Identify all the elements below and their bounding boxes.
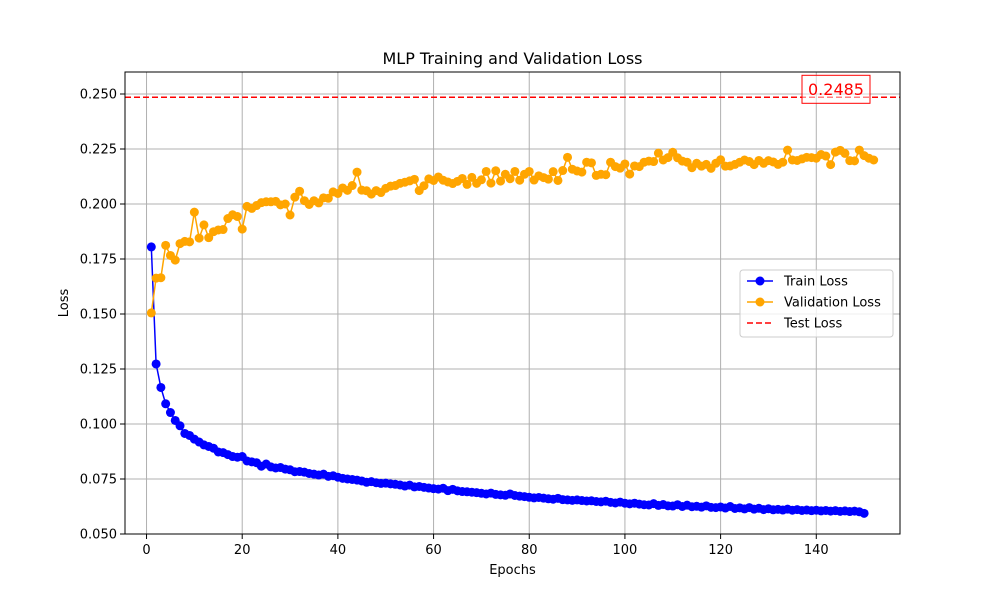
validation-loss-point — [280, 199, 290, 209]
validation-loss-point — [869, 155, 879, 165]
validation-loss-point — [170, 255, 180, 265]
validation-loss-point — [563, 152, 573, 162]
validation-loss-point — [778, 157, 788, 167]
x-tick-label: 100 — [613, 543, 638, 558]
validation-loss-point — [601, 170, 611, 180]
validation-loss-point — [505, 174, 515, 184]
validation-loss-point — [146, 308, 156, 318]
validation-loss-point — [156, 273, 166, 283]
x-axis-label: Epochs — [489, 563, 536, 578]
y-tick-label: 0.225 — [80, 143, 117, 158]
validation-loss-point — [524, 166, 534, 176]
validation-loss-point — [653, 148, 663, 158]
validation-loss-point — [840, 148, 850, 158]
y-tick-label: 0.050 — [80, 528, 117, 543]
train-loss-point — [156, 382, 166, 392]
validation-loss-point — [237, 224, 247, 234]
plot-area — [125, 96, 900, 518]
validation-loss-point — [543, 174, 553, 184]
legend-label: Validation Loss — [784, 296, 881, 311]
legend-label: Train Loss — [783, 275, 848, 290]
validation-loss-point — [826, 160, 836, 170]
train-loss-series — [146, 242, 869, 518]
train-loss-point — [161, 399, 171, 409]
validation-loss-point — [462, 179, 472, 189]
validation-loss-point — [218, 225, 228, 235]
validation-loss-point — [199, 220, 209, 230]
train-loss-point — [859, 508, 869, 518]
annotation-text: 0.2485 — [808, 80, 864, 99]
train-loss-point — [146, 242, 156, 252]
train-loss-point — [175, 421, 185, 431]
validation-loss-point — [577, 167, 587, 177]
validation-loss-point — [486, 178, 496, 188]
validation-loss-point — [232, 212, 242, 222]
x-tick-label: 0 — [142, 543, 150, 558]
validation-loss-point — [419, 181, 429, 191]
legend-swatch-marker — [755, 276, 765, 286]
x-tick-label: 140 — [804, 543, 829, 558]
validation-loss-point — [347, 181, 357, 191]
axis-ticks: 0 20 40 60 80 100 120 140 0.050 0.075 0.100 0.125 0.… — [80, 88, 829, 559]
validation-loss-point — [491, 166, 501, 176]
validation-loss-point — [185, 237, 195, 247]
validation-loss-point — [649, 157, 659, 167]
train-loss-point — [165, 408, 175, 418]
validation-loss-point — [625, 169, 635, 179]
x-tick-label: 20 — [234, 543, 251, 558]
validation-loss-point — [850, 156, 860, 166]
y-tick-label: 0.125 — [80, 363, 117, 378]
validation-loss-point — [783, 145, 793, 155]
x-tick-label: 60 — [425, 543, 442, 558]
y-axis-label: Loss — [57, 289, 72, 318]
legend: Train Loss Validation Loss Test Loss — [739, 269, 894, 338]
validation-loss-point — [586, 158, 596, 168]
validation-loss-point — [481, 166, 491, 176]
legend-swatch-marker — [755, 297, 765, 307]
y-tick-label: 0.250 — [80, 88, 117, 103]
validation-loss-point — [476, 175, 486, 185]
validation-loss-point — [295, 186, 305, 196]
train-loss-point — [151, 359, 161, 369]
y-tick-label: 0.200 — [80, 198, 117, 213]
validation-loss-point — [189, 207, 199, 217]
test-loss-annotation: 0.2485 — [801, 74, 871, 104]
validation-loss-point — [558, 166, 568, 176]
validation-loss-point — [821, 151, 831, 161]
x-tick-label: 40 — [330, 543, 347, 558]
validation-loss-point — [323, 193, 333, 203]
validation-loss-point — [194, 233, 204, 243]
validation-loss-point — [352, 167, 362, 177]
legend-item-validation-loss: Validation Loss — [747, 296, 881, 311]
legend-item-train-loss: Train Loss — [747, 275, 848, 290]
validation-loss-point — [716, 155, 726, 165]
y-tick-label: 0.175 — [80, 253, 117, 268]
annotation-box — [801, 74, 871, 104]
validation-loss-point — [409, 174, 419, 184]
validation-loss-point — [496, 176, 506, 186]
validation-loss-point — [510, 166, 520, 176]
validation-loss-series — [146, 145, 879, 318]
y-tick-label: 0.150 — [80, 308, 117, 323]
validation-loss-point — [548, 167, 558, 177]
x-tick-label: 80 — [521, 543, 538, 558]
validation-loss-point — [285, 210, 295, 220]
legend-frame — [739, 269, 894, 338]
axes-frame — [124, 71, 901, 535]
chart-title: MLP Training and Validation Loss — [382, 49, 642, 68]
y-tick-label: 0.100 — [80, 418, 117, 433]
validation-loss-point — [620, 159, 630, 169]
legend-item-test-loss: Test Loss — [747, 317, 842, 332]
validation-loss-point — [161, 240, 171, 250]
x-tick-label: 120 — [708, 543, 733, 558]
y-tick-label: 0.075 — [80, 473, 117, 488]
legend-label: Test Loss — [783, 317, 842, 332]
validation-loss-point — [553, 175, 563, 185]
